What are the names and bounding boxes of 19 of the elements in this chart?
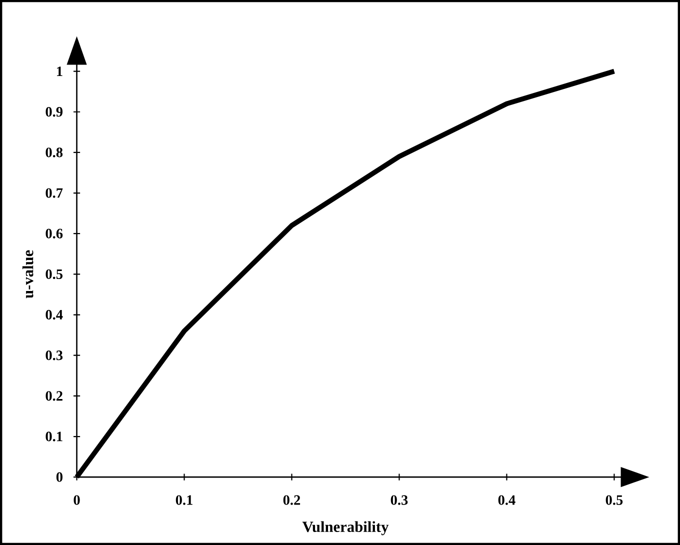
y-tick-label: 0.7 [46,188,63,198]
y-tick-label: 0.2 [46,391,62,401]
y-tick-label: 0.6 [46,228,63,238]
x-tick-label: 0 [74,495,80,505]
y-tick-label: 0 [56,472,62,482]
y-tick-label: 0.1 [46,432,62,442]
y-tick-label: 0.4 [46,310,63,320]
y-axis-title: u-value [22,250,34,298]
x-tick-label: 0.1 [176,495,192,505]
x-tick-label: 0.5 [606,495,623,505]
y-tick-label: 0.5 [46,269,63,279]
y-tick-label: 0.8 [46,148,63,158]
x-tick-label: 0.2 [283,495,300,505]
x-tick-label: 0.3 [390,495,408,505]
y-tick-label: 1 [57,66,62,76]
x-tick-label: 0.4 [498,495,516,505]
x-axis-title: Vulnerability [302,521,389,536]
y-tick-label: 0.3 [46,350,63,360]
y-tick-label: 0.9 [46,106,63,117]
